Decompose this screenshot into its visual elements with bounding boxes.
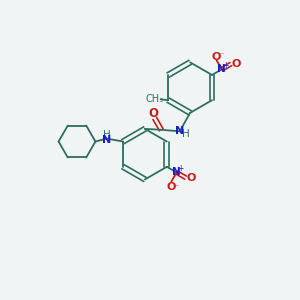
Text: ⁻: ⁻	[220, 50, 224, 59]
Text: CH₃: CH₃	[146, 94, 164, 104]
Text: O: O	[148, 106, 158, 120]
Text: O: O	[167, 182, 176, 192]
Text: N: N	[102, 135, 111, 145]
Text: O: O	[186, 172, 196, 183]
Text: +: +	[222, 61, 229, 70]
Text: +: +	[177, 164, 183, 173]
Text: H: H	[182, 129, 190, 139]
Text: ⁻: ⁻	[175, 182, 179, 191]
Text: N: N	[175, 126, 184, 136]
Text: O: O	[212, 52, 221, 62]
Text: O: O	[232, 59, 241, 69]
Text: H: H	[103, 130, 111, 140]
Text: N: N	[172, 167, 181, 177]
Text: N: N	[218, 64, 226, 74]
